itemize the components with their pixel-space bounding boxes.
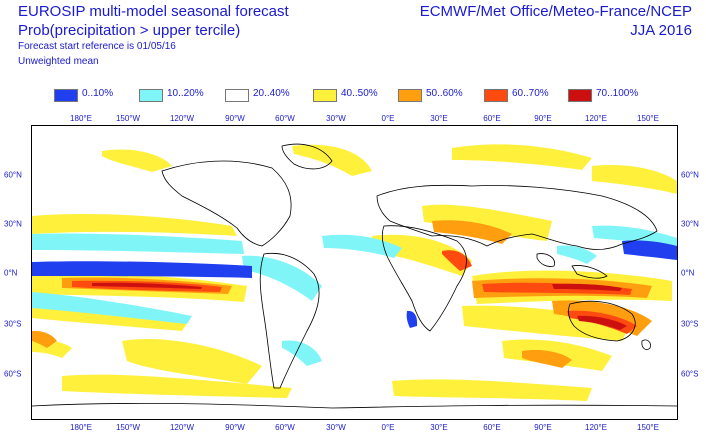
probability-legend: 0..10% 10..20% 20..40% 40..50% 50..60% 6…: [0, 87, 706, 103]
lon-tick-label: 90°W: [225, 423, 245, 432]
lon-tick-label: 60°W: [275, 423, 295, 432]
legend-label: 60..70%: [512, 88, 549, 99]
lat-tick-label: 30°S: [681, 319, 699, 329]
legend-swatch: [484, 89, 508, 102]
lat-tick-label: 60°N: [681, 170, 699, 180]
legend-label: 40..50%: [341, 88, 378, 99]
lat-tick-label: 30°N: [4, 219, 22, 229]
lat-tick-label: 60°S: [4, 369, 22, 379]
lon-tick-label: 30°E: [430, 114, 448, 123]
lat-tick-label: 0°N: [4, 268, 18, 278]
lon-tick-label: 30°E: [430, 423, 448, 432]
lon-tick-label: 150°W: [115, 114, 141, 123]
legend-label: 20..40%: [253, 88, 290, 99]
map-title: EUROSIP multi-model seasonal forecast: [18, 3, 289, 20]
lon-tick-label: 180°E: [70, 114, 92, 123]
lon-tick-label: 60°E: [483, 114, 501, 123]
lon-tick-label: 180°E: [70, 423, 92, 432]
prob-70-100-regions: [92, 282, 627, 330]
legend-label: 10..20%: [167, 88, 204, 99]
lon-tick-label: 0°E: [381, 423, 395, 432]
lon-tick-label: 90°W: [225, 114, 245, 123]
lon-tick-label: 60°E: [483, 423, 501, 432]
lat-tick-label: 0°N: [681, 268, 695, 278]
lon-tick-label: 150°W: [115, 423, 141, 432]
lon-tick-label: 30°W: [326, 423, 346, 432]
forecast-start-reference: Forecast start reference is 01/05/16: [18, 41, 176, 52]
lon-tick-label: 150°E: [637, 423, 659, 432]
map-subtitle: Prob(precipitation > upper tercile): [18, 22, 241, 39]
lon-tick-label: 30°W: [326, 114, 346, 123]
legend-swatch: [313, 89, 337, 102]
lon-tick-label: 120°W: [169, 114, 195, 123]
lat-tick-label: 30°N: [681, 219, 699, 229]
centres-label: ECMWF/Met Office/Meteo-France/NCEP: [419, 3, 692, 20]
lon-tick-label: 90°E: [534, 423, 552, 432]
season-label: JJA 2016: [630, 22, 692, 39]
lat-tick-label: 30°S: [4, 319, 22, 329]
lon-tick-label: 120°E: [585, 423, 607, 432]
map-canvas: [32, 143, 677, 409]
legend-label: 50..60%: [426, 88, 463, 99]
lon-tick-label: 120°W: [169, 423, 195, 432]
lat-tick-label: 60°N: [4, 170, 22, 180]
legend-label: 70..100%: [596, 88, 639, 99]
legend-swatch: [398, 89, 422, 102]
legend-swatch: [568, 89, 592, 102]
legend-label: 0..10%: [82, 88, 114, 99]
lat-tick-label: 60°S: [681, 369, 699, 379]
prob-10-20-regions: [32, 225, 677, 366]
legend-swatch: [225, 89, 249, 102]
legend-swatch: [54, 89, 78, 102]
coastlines: [32, 143, 677, 409]
lon-tick-label: 0°E: [381, 114, 395, 123]
lon-tick-label: 60°W: [275, 114, 295, 123]
probability-map: [31, 125, 678, 420]
legend-swatch: [139, 89, 163, 102]
lon-tick-label: 150°E: [637, 114, 659, 123]
lon-tick-label: 90°E: [534, 114, 552, 123]
lon-tick-label: 120°E: [585, 114, 607, 123]
prob-0-10-regions: [32, 240, 677, 328]
weighting-note: Unweighted mean: [18, 56, 99, 67]
